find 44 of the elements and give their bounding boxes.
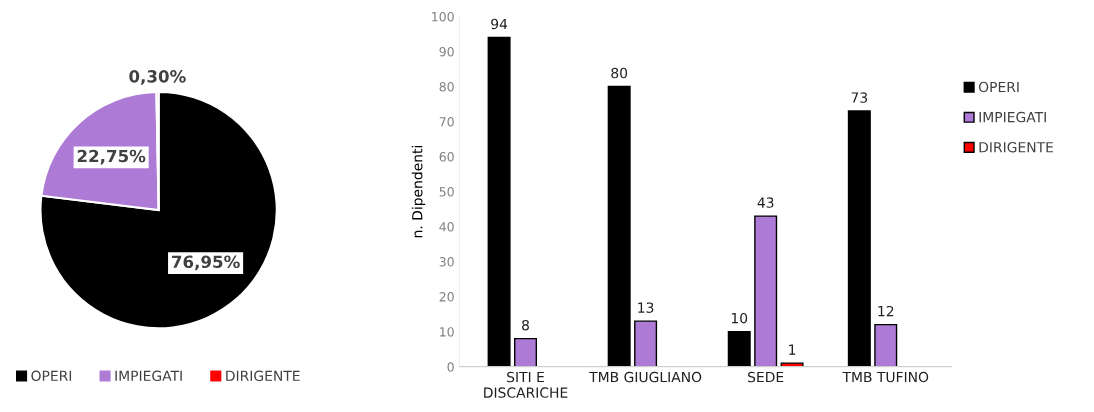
data-label: 80 bbox=[611, 67, 628, 79]
legend-label: OPERI bbox=[31, 370, 72, 382]
legend-label: IMPIEGATI bbox=[115, 370, 182, 382]
data-label: 10 bbox=[731, 312, 748, 324]
x-tick-label: TMB TUFINO bbox=[842, 371, 929, 383]
bar bbox=[847, 110, 871, 367]
y-tick-label: 20 bbox=[439, 292, 454, 302]
data-label: 0,30% bbox=[129, 70, 186, 85]
data-label: 22,75% bbox=[77, 149, 146, 165]
data-label: 13 bbox=[638, 302, 654, 313]
y-axis-title: n. Dipendenti bbox=[411, 145, 426, 238]
data-label: 94 bbox=[491, 18, 508, 30]
y-tick-label: 100 bbox=[432, 11, 454, 22]
pie-slice bbox=[39, 90, 278, 330]
data-label: 43 bbox=[757, 197, 774, 208]
y-tick-label: 0 bbox=[447, 362, 454, 372]
bar bbox=[607, 85, 631, 367]
y-tick-label: 40 bbox=[439, 222, 454, 232]
y-tick-label: 60 bbox=[439, 152, 454, 162]
data-label: 1 bbox=[789, 344, 796, 355]
bar bbox=[754, 215, 778, 367]
legend-label: IMPIEGATI bbox=[979, 111, 1046, 123]
y-tick-label: 50 bbox=[439, 187, 454, 197]
bar bbox=[780, 362, 804, 367]
data-label: 76,95% bbox=[172, 255, 240, 271]
x-tick-label: SEDE bbox=[748, 371, 784, 383]
y-tick-label: 10 bbox=[440, 327, 454, 337]
y-tick-label: 70 bbox=[439, 117, 454, 127]
legend-label: DIRIGENTE bbox=[979, 141, 1053, 153]
bar bbox=[514, 337, 538, 367]
y-tick-label: 80 bbox=[439, 81, 454, 92]
bar bbox=[874, 323, 898, 367]
bar bbox=[487, 36, 511, 367]
data-label: 8 bbox=[522, 319, 529, 331]
y-tick-label: 90 bbox=[439, 46, 454, 57]
x-tick-label: TMB GIUGLIANO bbox=[589, 371, 702, 383]
data-label: 12 bbox=[878, 305, 894, 317]
bar bbox=[727, 330, 751, 367]
y-tick-label: 30 bbox=[439, 257, 454, 267]
data-label: 73 bbox=[851, 92, 868, 103]
x-tick-label: SITI E DISCARICHE bbox=[484, 371, 568, 398]
legend-label: DIRIGENTE bbox=[226, 370, 300, 382]
legend-label: OPERI bbox=[978, 81, 1019, 93]
bar bbox=[634, 320, 658, 367]
